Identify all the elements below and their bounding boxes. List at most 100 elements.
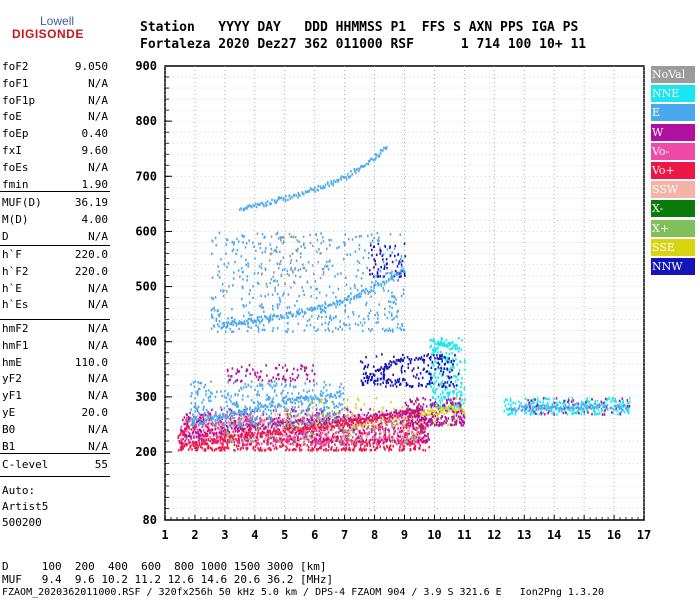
echo-point: [454, 418, 457, 421]
echo-point: [317, 426, 320, 429]
echo-point: [214, 418, 217, 422]
echo-point: [195, 441, 197, 445]
echo-point: [235, 401, 238, 404]
echo-point: [426, 421, 429, 424]
echo-point: [352, 436, 354, 439]
echo-point: [431, 420, 434, 424]
echo-point: [361, 432, 364, 435]
echo-point: [421, 376, 424, 380]
echo-point: [313, 440, 316, 444]
echo-point: [429, 423, 432, 427]
echo-point: [325, 260, 328, 264]
echo-point: [442, 384, 445, 388]
echo-point: [311, 411, 314, 414]
echo-point: [277, 373, 280, 376]
echo-point: [323, 309, 326, 313]
echo-point: [359, 441, 362, 444]
echo-point: [339, 429, 342, 433]
echo-point: [550, 407, 553, 411]
echo-point: [463, 398, 466, 401]
echo-point: [252, 446, 255, 449]
echo-point: [450, 376, 453, 379]
echo-point: [289, 421, 291, 424]
echo-point: [310, 436, 313, 439]
param-row: D N/A: [2, 230, 108, 246]
echo-point: [220, 390, 222, 393]
echo-point: [581, 402, 583, 406]
echo-point: [420, 383, 422, 387]
echo-point: [410, 411, 413, 415]
echo-point: [408, 432, 410, 435]
x-tick-label: 13: [517, 528, 531, 542]
echo-point: [368, 269, 371, 272]
echo-point: [208, 425, 211, 428]
echo-point: [307, 412, 309, 416]
echo-point: [401, 412, 404, 415]
echo-point: [452, 403, 454, 406]
echo-point: [267, 417, 269, 421]
echo-point: [226, 446, 228, 449]
echo-point: [337, 327, 340, 331]
echo-point: [306, 422, 308, 425]
echo-point: [298, 446, 301, 450]
echo-point: [402, 417, 404, 420]
echo-point: [293, 426, 296, 430]
echo-point: [572, 412, 574, 415]
echo-point: [608, 397, 611, 400]
echo-point: [266, 285, 269, 288]
echo-point: [261, 387, 264, 390]
echo-point: [226, 444, 229, 447]
echo-point: [257, 325, 259, 329]
echo-point: [407, 366, 410, 369]
echo-point: [322, 426, 325, 429]
echo-point: [441, 381, 443, 385]
echo-point: [327, 434, 329, 438]
echo-point: [233, 402, 236, 405]
echo-point: [366, 427, 368, 431]
echo-point: [235, 403, 237, 407]
echo-point: [317, 442, 319, 445]
echo-point: [234, 422, 237, 425]
echo-point: [265, 417, 268, 421]
echo-point: [312, 364, 314, 367]
echo-point: [233, 403, 236, 406]
echo-point: [394, 411, 396, 414]
echo-point: [270, 404, 273, 407]
echo-point: [357, 398, 360, 402]
echo-point: [245, 408, 247, 411]
echo-point: [247, 414, 250, 417]
echo-point: [322, 437, 325, 440]
echo-point: [404, 274, 406, 277]
echo-point: [528, 402, 531, 405]
echo-point: [381, 254, 384, 257]
echo-point: [331, 446, 333, 449]
echo-point: [323, 426, 326, 430]
echo-point: [285, 440, 288, 444]
echo-point: [286, 427, 288, 430]
echo-point: [315, 440, 317, 444]
echo-point: [357, 418, 359, 421]
echo-point: [246, 275, 249, 278]
echo-point: [407, 405, 409, 408]
echo-point: [306, 409, 309, 412]
echo-point: [210, 422, 212, 425]
echo-point: [325, 415, 327, 418]
echo-point: [387, 300, 390, 303]
echo-point: [393, 426, 396, 430]
echo-point: [247, 325, 249, 328]
echo-point: [328, 421, 330, 424]
echo-point: [427, 432, 429, 436]
echo-point: [278, 422, 280, 425]
echo-point: [232, 248, 235, 251]
echo-point: [373, 413, 375, 417]
echo-point: [561, 410, 563, 413]
echo-point: [363, 432, 366, 435]
echo-point: [227, 369, 229, 373]
echo-point: [453, 423, 456, 427]
echo-point: [227, 434, 230, 437]
echo-point: [353, 431, 355, 434]
echo-point: [366, 444, 369, 447]
echo-point: [330, 439, 332, 442]
echo-point: [369, 419, 371, 422]
echo-point: [261, 272, 263, 275]
